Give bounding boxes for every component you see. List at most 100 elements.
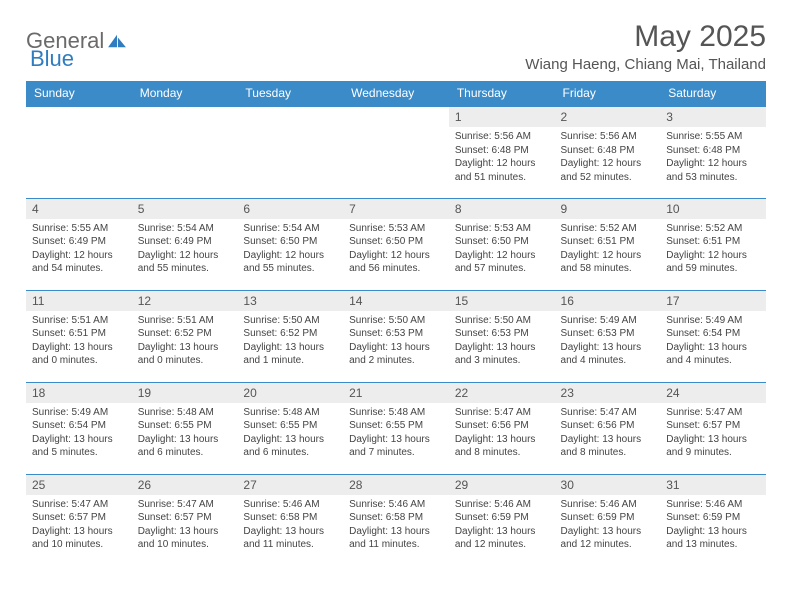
daylight-text-2: and 8 minutes. [561,446,655,460]
daylight-text-2: and 4 minutes. [666,354,760,368]
calendar-cell: 22Sunrise: 5:47 AMSunset: 6:56 PMDayligh… [449,382,555,474]
day-number: 18 [26,383,132,403]
day-details: Sunrise: 5:52 AMSunset: 6:51 PMDaylight:… [660,219,766,280]
sunrise-text: Sunrise: 5:51 AM [138,314,232,328]
day-details: Sunrise: 5:52 AMSunset: 6:51 PMDaylight:… [555,219,661,280]
daylight-text-2: and 4 minutes. [561,354,655,368]
day-details: Sunrise: 5:55 AMSunset: 6:49 PMDaylight:… [26,219,132,280]
daylight-text-2: and 5 minutes. [32,446,126,460]
day-number: 11 [26,291,132,311]
daylight-text-2: and 55 minutes. [243,262,337,276]
brand-blue-wrap: Blue [30,46,74,72]
daylight-text-2: and 54 minutes. [32,262,126,276]
day-details: Sunrise: 5:51 AMSunset: 6:52 PMDaylight:… [132,311,238,372]
sunrise-text: Sunrise: 5:56 AM [455,130,549,144]
sunrise-text: Sunrise: 5:51 AM [32,314,126,328]
sunset-text: Sunset: 6:59 PM [455,511,549,525]
daylight-text-2: and 0 minutes. [32,354,126,368]
calendar-cell: 8Sunrise: 5:53 AMSunset: 6:50 PMDaylight… [449,198,555,290]
sunset-text: Sunset: 6:55 PM [138,419,232,433]
day-number: 26 [132,475,238,495]
calendar-cell: 20Sunrise: 5:48 AMSunset: 6:55 PMDayligh… [237,382,343,474]
daylight-text-2: and 8 minutes. [455,446,549,460]
daylight-text-2: and 58 minutes. [561,262,655,276]
day-details: Sunrise: 5:55 AMSunset: 6:48 PMDaylight:… [660,127,766,188]
calendar-cell: 28Sunrise: 5:46 AMSunset: 6:58 PMDayligh… [343,474,449,566]
sunset-text: Sunset: 6:57 PM [666,419,760,433]
day-number: 17 [660,291,766,311]
sunrise-text: Sunrise: 5:56 AM [561,130,655,144]
day-details: Sunrise: 5:47 AMSunset: 6:57 PMDaylight:… [132,495,238,556]
calendar-body: 1Sunrise: 5:56 AMSunset: 6:48 PMDaylight… [26,106,766,566]
calendar-cell: 27Sunrise: 5:46 AMSunset: 6:58 PMDayligh… [237,474,343,566]
daylight-text-2: and 3 minutes. [455,354,549,368]
sunset-text: Sunset: 6:48 PM [455,144,549,158]
day-number: 7 [343,199,449,219]
calendar-cell: 4Sunrise: 5:55 AMSunset: 6:49 PMDaylight… [26,198,132,290]
sunset-text: Sunset: 6:57 PM [138,511,232,525]
daylight-text-1: Daylight: 13 hours [138,433,232,447]
calendar-cell: 23Sunrise: 5:47 AMSunset: 6:56 PMDayligh… [555,382,661,474]
weekday-row: Sunday Monday Tuesday Wednesday Thursday… [26,81,766,106]
calendar-cell: 26Sunrise: 5:47 AMSunset: 6:57 PMDayligh… [132,474,238,566]
calendar-row: 25Sunrise: 5:47 AMSunset: 6:57 PMDayligh… [26,474,766,566]
sunrise-text: Sunrise: 5:52 AM [561,222,655,236]
day-details: Sunrise: 5:47 AMSunset: 6:57 PMDaylight:… [26,495,132,556]
sunrise-text: Sunrise: 5:48 AM [349,406,443,420]
calendar-cell [26,106,132,198]
daylight-text-1: Daylight: 13 hours [138,525,232,539]
sunrise-text: Sunrise: 5:46 AM [455,498,549,512]
daylight-text-2: and 6 minutes. [243,446,337,460]
sunrise-text: Sunrise: 5:49 AM [666,314,760,328]
header: General May 2025 Wiang Haeng, Chiang Mai… [26,20,766,73]
day-number: 1 [449,107,555,127]
sunset-text: Sunset: 6:59 PM [666,511,760,525]
sunset-text: Sunset: 6:58 PM [349,511,443,525]
day-number: 3 [660,107,766,127]
day-number: 20 [237,383,343,403]
day-details: Sunrise: 5:46 AMSunset: 6:59 PMDaylight:… [555,495,661,556]
daylight-text-2: and 2 minutes. [349,354,443,368]
daylight-text-2: and 11 minutes. [349,538,443,552]
daylight-text-1: Daylight: 12 hours [561,249,655,263]
sunset-text: Sunset: 6:51 PM [561,235,655,249]
sunset-text: Sunset: 6:50 PM [243,235,337,249]
daylight-text-1: Daylight: 13 hours [561,341,655,355]
daylight-text-1: Daylight: 13 hours [32,341,126,355]
sunrise-text: Sunrise: 5:47 AM [138,498,232,512]
sunrise-text: Sunrise: 5:52 AM [666,222,760,236]
calendar-cell [132,106,238,198]
day-details: Sunrise: 5:50 AMSunset: 6:52 PMDaylight:… [237,311,343,372]
daylight-text-2: and 11 minutes. [243,538,337,552]
weekday-fri: Friday [555,81,661,106]
calendar-cell: 13Sunrise: 5:50 AMSunset: 6:52 PMDayligh… [237,290,343,382]
daylight-text-2: and 52 minutes. [561,171,655,185]
sunrise-text: Sunrise: 5:46 AM [349,498,443,512]
sunrise-text: Sunrise: 5:49 AM [32,406,126,420]
calendar-cell: 18Sunrise: 5:49 AMSunset: 6:54 PMDayligh… [26,382,132,474]
sunset-text: Sunset: 6:56 PM [455,419,549,433]
calendar-cell: 1Sunrise: 5:56 AMSunset: 6:48 PMDaylight… [449,106,555,198]
calendar-cell: 11Sunrise: 5:51 AMSunset: 6:51 PMDayligh… [26,290,132,382]
sunset-text: Sunset: 6:49 PM [138,235,232,249]
weekday-thu: Thursday [449,81,555,106]
day-number: 15 [449,291,555,311]
daylight-text-1: Daylight: 13 hours [666,341,760,355]
day-details: Sunrise: 5:53 AMSunset: 6:50 PMDaylight:… [449,219,555,280]
calendar-cell: 5Sunrise: 5:54 AMSunset: 6:49 PMDaylight… [132,198,238,290]
daylight-text-2: and 12 minutes. [455,538,549,552]
weekday-sat: Saturday [660,81,766,106]
day-details: Sunrise: 5:48 AMSunset: 6:55 PMDaylight:… [343,403,449,464]
calendar-cell: 16Sunrise: 5:49 AMSunset: 6:53 PMDayligh… [555,290,661,382]
calendar-cell: 6Sunrise: 5:54 AMSunset: 6:50 PMDaylight… [237,198,343,290]
weekday-tue: Tuesday [237,81,343,106]
sunset-text: Sunset: 6:50 PM [349,235,443,249]
calendar-cell: 24Sunrise: 5:47 AMSunset: 6:57 PMDayligh… [660,382,766,474]
calendar-cell: 19Sunrise: 5:48 AMSunset: 6:55 PMDayligh… [132,382,238,474]
day-details: Sunrise: 5:47 AMSunset: 6:56 PMDaylight:… [555,403,661,464]
day-details: Sunrise: 5:51 AMSunset: 6:51 PMDaylight:… [26,311,132,372]
sunset-text: Sunset: 6:54 PM [666,327,760,341]
calendar-cell [343,106,449,198]
day-details: Sunrise: 5:54 AMSunset: 6:50 PMDaylight:… [237,219,343,280]
day-number: 6 [237,199,343,219]
